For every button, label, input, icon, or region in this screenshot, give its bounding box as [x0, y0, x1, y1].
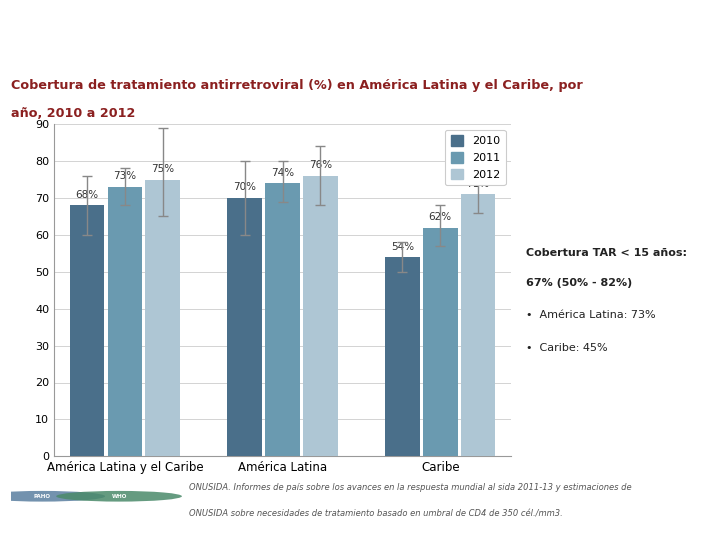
Text: 54%: 54% — [391, 241, 414, 252]
Circle shape — [0, 491, 105, 502]
Text: año, 2010 a 2012: año, 2010 a 2012 — [11, 107, 135, 120]
Text: ONUSIDA sobre necesidades de tratamiento basado en umbral de CD4 de 350 cél./mm3: ONUSIDA sobre necesidades de tratamiento… — [189, 509, 562, 518]
Text: WHO: WHO — [112, 494, 127, 499]
Text: ONUSIDA. Informes de país sobre los avances en la respuesta mundial al sida 2011: ONUSIDA. Informes de país sobre los avan… — [189, 483, 631, 492]
Legend: 2010, 2011, 2012: 2010, 2011, 2012 — [445, 130, 505, 185]
Text: •  Caribe: 45%: • Caribe: 45% — [526, 342, 608, 353]
Text: •  América Latina: 73%: • América Latina: 73% — [526, 310, 656, 321]
Bar — [385, 257, 420, 456]
Bar — [228, 198, 262, 456]
Text: 62%: 62% — [428, 212, 452, 222]
Text: 67% (50% - 82%): 67% (50% - 82%) — [526, 279, 633, 288]
Bar — [303, 176, 338, 456]
Bar — [145, 179, 180, 456]
Text: PAHO: PAHO — [34, 494, 50, 499]
Text: Cobertura TAR < 15 años:: Cobertura TAR < 15 años: — [526, 248, 688, 258]
Text: 74%: 74% — [271, 168, 294, 178]
Text: Cobertura de tratamiento antirretroviral (%) en América Latina y el Caribe, por: Cobertura de tratamiento antirretroviral… — [11, 79, 582, 92]
Text: 73%: 73% — [113, 171, 137, 181]
Bar — [265, 183, 300, 456]
Text: 71%: 71% — [467, 179, 490, 189]
Bar — [70, 205, 104, 456]
Text: 70%: 70% — [233, 183, 256, 192]
Bar — [461, 194, 495, 456]
Text: Cobertura de TAR: Cobertura de TAR — [214, 24, 506, 53]
Text: 68%: 68% — [76, 190, 99, 200]
Bar — [423, 227, 458, 456]
Text: 76%: 76% — [309, 160, 332, 170]
Circle shape — [56, 491, 182, 502]
Bar — [107, 187, 143, 456]
Text: 75%: 75% — [151, 164, 174, 174]
